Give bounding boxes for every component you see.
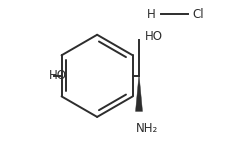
Text: NH₂: NH₂ xyxy=(136,122,158,135)
Polygon shape xyxy=(136,76,143,111)
Text: HO: HO xyxy=(145,30,163,43)
Text: H: H xyxy=(147,8,155,21)
Text: Cl: Cl xyxy=(192,8,204,21)
Text: HO: HO xyxy=(48,69,66,82)
